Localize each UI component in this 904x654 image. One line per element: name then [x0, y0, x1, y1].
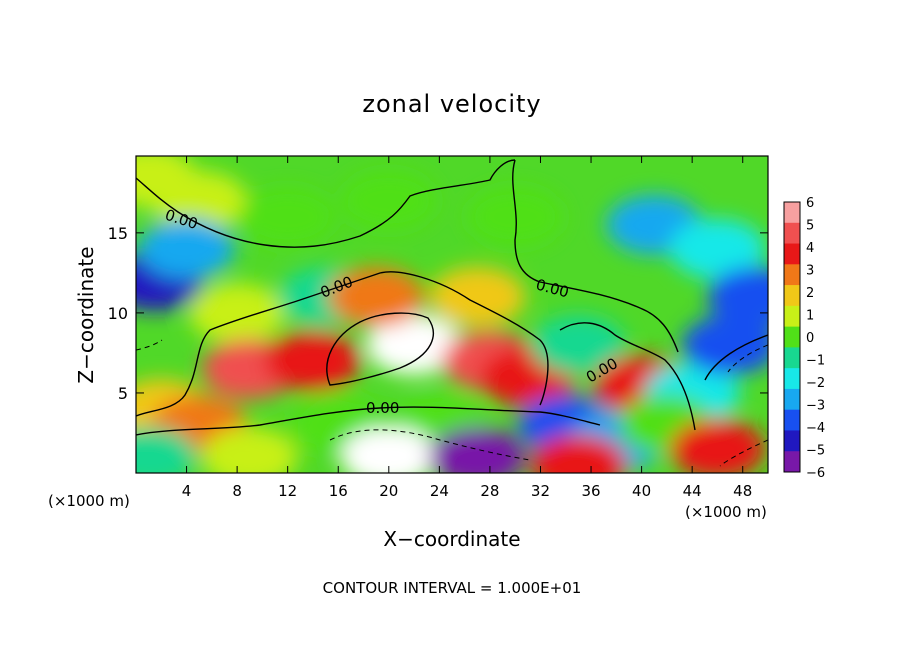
- contour-line: [329, 429, 531, 461]
- colorbar-swatch: [784, 222, 800, 245]
- colorbar-tick-label: 5: [806, 219, 814, 234]
- contour-line: [704, 334, 768, 381]
- colorbar-tick-label: 3: [806, 264, 814, 279]
- colorbar-tick-label: −3: [806, 399, 825, 414]
- colorbar-tick-label: −1: [806, 354, 825, 369]
- colorbar-tick-label: −2: [806, 376, 825, 391]
- heat-region: [264, 330, 361, 391]
- y-axis: 5 10 15: [108, 224, 768, 403]
- x-tick-label: 4: [182, 482, 192, 500]
- heat-region: [429, 266, 526, 327]
- contour-line: [719, 439, 768, 467]
- x-axis: 4 8 12 16 20 24 28 32 36 40 44 48: [182, 156, 752, 500]
- x-units-left: (×1000 m): [48, 492, 130, 510]
- colorbar-swatch: [784, 326, 800, 348]
- contour-line: [727, 344, 768, 373]
- chart-title: zonal velocity: [362, 90, 541, 118]
- heat-region: [669, 218, 766, 279]
- colorbar-tick-label: 0: [806, 331, 814, 346]
- heat-region: [138, 218, 235, 279]
- heat-region: [366, 314, 463, 375]
- x-tick-label: 44: [683, 482, 702, 500]
- heat-region: [151, 170, 248, 231]
- negative-contour-lines: [136, 339, 768, 467]
- y-tick-label: 10: [108, 304, 128, 323]
- x-tick-label: 16: [329, 482, 348, 500]
- colorbar: 6 5 4 3 2 1 0 −1 −2 −3 −4 −5 −6: [783, 196, 825, 481]
- y-tick-label: 5: [118, 384, 128, 403]
- colorbar-swatch: [784, 368, 800, 390]
- colorbar-swatch: [784, 202, 800, 224]
- heat-region: [340, 170, 437, 231]
- plot-frame: [135, 155, 769, 474]
- x-tick-label: 36: [581, 482, 600, 500]
- contour-line: [136, 159, 516, 248]
- contour-line: [326, 312, 434, 386]
- x-tick-label: 12: [278, 482, 297, 500]
- colorbar-tick-label: −4: [806, 421, 825, 436]
- x-tick-label: 28: [480, 482, 499, 500]
- x-axis-label: X−coordinate: [383, 527, 520, 551]
- x-units-right: (×1000 m): [685, 503, 767, 521]
- heatmap-field: [136, 156, 768, 473]
- x-tick-label: 20: [379, 482, 398, 500]
- colorbar-frame: [783, 201, 801, 473]
- contour-line: [512, 159, 679, 353]
- y-axis-label: Z−coordinate: [74, 246, 98, 383]
- contour-label: 0.00: [366, 399, 399, 417]
- colorbar-tick-label: 1: [806, 309, 814, 324]
- colorbar-swatch: [784, 264, 800, 286]
- contour-interval-note: CONTOUR INTERVAL = 1.000E+01: [323, 579, 582, 597]
- contour-lines: [136, 159, 768, 436]
- colorbar-swatch: [784, 347, 800, 369]
- y-tick-label: 15: [108, 224, 128, 243]
- colorbar-swatch: [784, 430, 800, 452]
- colorbar-tick-label: −6: [806, 466, 825, 481]
- colorbar-tick-label: 6: [806, 196, 814, 211]
- colorbar-swatch: [784, 305, 800, 328]
- heat-region: [707, 266, 768, 327]
- heat-region: [429, 426, 526, 473]
- colorbar-tick-label: 2: [806, 286, 814, 301]
- contour-line: [136, 271, 549, 417]
- colorbar-swatch: [784, 409, 800, 431]
- contour-line: [136, 339, 163, 351]
- heat-region: [189, 282, 286, 343]
- contour-line: [136, 406, 601, 436]
- x-tick-label: 24: [430, 482, 449, 500]
- colorbar-tick-label: −5: [806, 444, 825, 459]
- colorbar-tick-label: 4: [806, 241, 814, 256]
- heat-region: [530, 435, 627, 473]
- colorbar-swatch: [784, 451, 800, 473]
- plot-area: [136, 156, 768, 473]
- contour-line: [559, 322, 696, 431]
- x-tick-label: 32: [531, 482, 550, 500]
- heat-region: [239, 186, 336, 247]
- colorbar-swatch: [784, 243, 800, 265]
- heat-region: [669, 418, 766, 473]
- heat-region: [136, 426, 197, 473]
- heat-region: [682, 314, 768, 375]
- heat-region: [201, 426, 298, 473]
- x-tick-label: 40: [632, 482, 651, 500]
- colorbar-swatch: [784, 388, 800, 411]
- heat-region: [340, 426, 437, 473]
- x-tick-label: 8: [232, 482, 242, 500]
- colorbar-swatch: [784, 285, 800, 307]
- heat-region: [530, 314, 627, 375]
- x-tick-label: 48: [733, 482, 752, 500]
